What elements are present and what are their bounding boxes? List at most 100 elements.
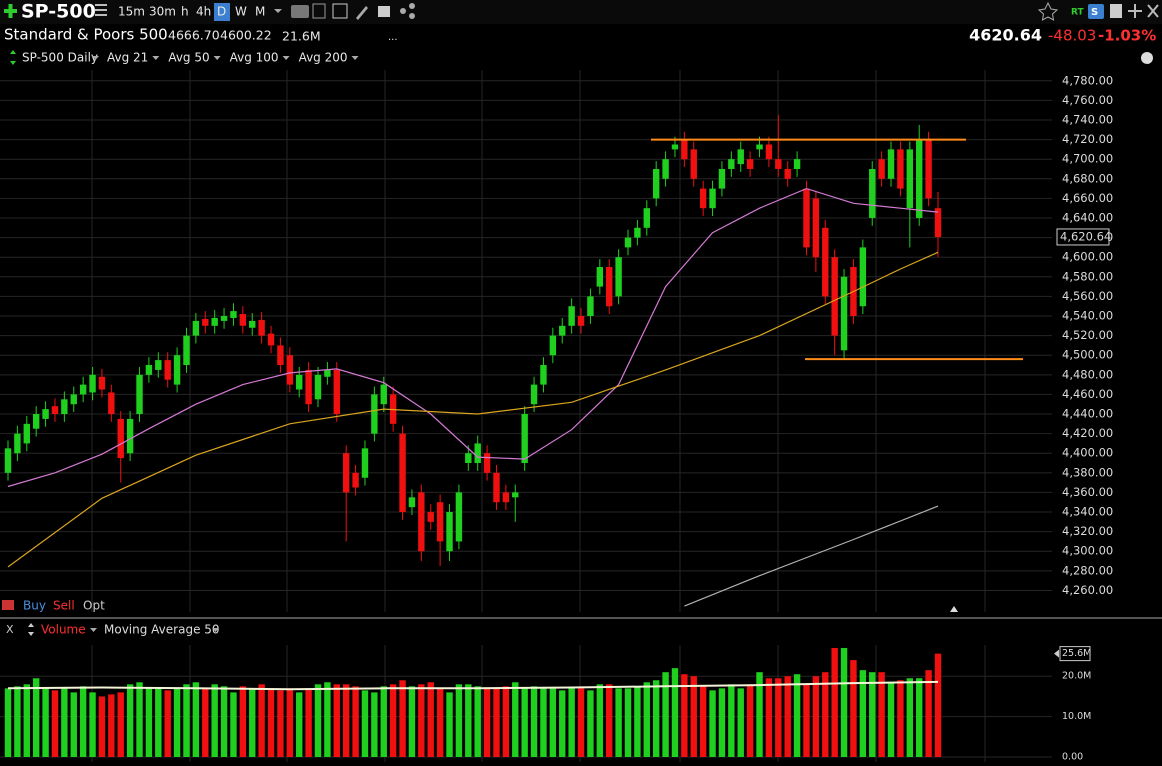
interval[interactable]: 4h: [196, 5, 211, 19]
candle-body: [784, 168, 791, 179]
current-volume-box: [1059, 646, 1091, 662]
y-tick-label: 4,440.00: [1062, 407, 1113, 421]
options-button[interactable]: Opt: [83, 599, 105, 613]
candle-body: [606, 267, 613, 307]
volume-bar: [793, 674, 801, 757]
volume-bar: [925, 670, 932, 757]
legend-entry[interactable]: Avg 100: [230, 51, 279, 65]
candle-body: [483, 453, 491, 473]
volume-bar: [906, 678, 914, 757]
sell-button[interactable]: Sell: [53, 599, 75, 613]
candle-body: [408, 497, 416, 508]
interval[interactable]: h: [181, 5, 189, 19]
interval[interactable]: M: [255, 5, 265, 19]
interval[interactable]: W: [235, 5, 247, 19]
candle-body: [352, 472, 359, 488]
candle-body: [643, 208, 650, 228]
volume-bar: [878, 672, 885, 757]
volume-bar: [737, 688, 744, 757]
candle-body: [108, 392, 115, 415]
volume-bar: [136, 682, 143, 757]
volume-bar: [690, 676, 697, 757]
candle-body: [258, 319, 265, 336]
y-tick-label: 4,460.00: [1062, 387, 1113, 401]
symbol[interactable]: SP-500: [21, 1, 96, 23]
legend-title[interactable]: SP-500 Daily: [22, 51, 98, 65]
volume-bar: [277, 690, 284, 757]
badge[interactable]: RT: [1071, 8, 1085, 18]
candle-body: [765, 144, 773, 160]
interval[interactable]: D: [217, 5, 226, 19]
badge[interactable]: S: [1091, 7, 1098, 18]
dropdown[interactable]: [90, 628, 97, 632]
close-icon[interactable]: [1147, 4, 1159, 18]
trade-icon[interactable]: [2, 600, 14, 610]
toolbar-icons[interactable]: [274, 3, 415, 20]
candle-body: [324, 369, 331, 377]
interval[interactable]: 30m: [149, 5, 176, 19]
close-panel[interactable]: X: [6, 623, 14, 636]
volume-bar: [775, 678, 782, 757]
candle-body: [916, 139, 923, 218]
y-tick-label: 4,640.00: [1062, 210, 1113, 224]
candle-body: [361, 448, 369, 478]
candle-body: [775, 159, 782, 169]
volume-bar: [202, 688, 209, 757]
candle-body: [840, 276, 848, 351]
volume-bar: [51, 690, 59, 757]
y-tick-label: 10.0M: [1062, 711, 1091, 722]
legend-entry[interactable]: Avg 200: [299, 51, 348, 65]
current-price-label: 4,620.64: [1060, 229, 1111, 243]
candle-body: [42, 409, 49, 419]
menu-icon[interactable]: [95, 4, 107, 16]
interval[interactable]: 15m: [118, 5, 145, 19]
quote-more[interactable]: ...: [388, 32, 398, 43]
move-icon[interactable]: [1128, 4, 1142, 18]
volume-bar: [314, 684, 322, 757]
dropdown[interactable]: [212, 628, 219, 632]
volume-bar: [98, 696, 106, 757]
add-icon[interactable]: [4, 4, 17, 18]
legend-entry[interactable]: Avg 21: [107, 51, 148, 65]
settings-icon[interactable]: [1141, 52, 1153, 64]
candle-body: [652, 168, 660, 199]
buy-button[interactable]: Buy: [23, 599, 46, 613]
panel-arrow[interactable]: [28, 623, 34, 636]
volume-legend[interactable]: Volume: [41, 623, 86, 637]
volume-bar: [934, 653, 942, 757]
save-icon[interactable]: [1110, 4, 1122, 18]
volume-bar: [173, 688, 181, 757]
candle-body: [446, 512, 453, 552]
y-tick-label: 4,300.00: [1062, 544, 1113, 558]
volume-bar: [427, 682, 434, 757]
star-icon[interactable]: [1037, 1, 1059, 21]
volume-bar: [662, 672, 669, 757]
candle-body: [681, 139, 688, 160]
volume-bar: [559, 690, 566, 757]
candle-body: [587, 296, 594, 317]
candle-body: [822, 227, 829, 297]
candle-body: [314, 374, 322, 400]
y-tick-label: 4,320.00: [1062, 524, 1113, 538]
volume-bar: [230, 692, 237, 757]
candle-body: [286, 355, 294, 385]
volume-bar: [42, 688, 49, 757]
volume-bar: [756, 672, 763, 757]
volume-bar: [183, 684, 190, 757]
volume-bar: [643, 682, 650, 757]
legend-arrow[interactable]: [10, 50, 16, 65]
candle-body: [540, 365, 547, 385]
scroll-marker[interactable]: [950, 606, 958, 612]
volume-bar: [540, 688, 547, 757]
y-tick-label: 4,780.00: [1062, 73, 1113, 87]
legend-entry[interactable]: Avg 50: [168, 51, 209, 65]
candle-body: [211, 317, 218, 326]
candle-body: [89, 374, 96, 393]
volume-ma-legend[interactable]: Moving Average 50: [104, 623, 220, 637]
candle-body: [155, 360, 162, 370]
candle-body: [577, 316, 585, 326]
candle-body: [897, 149, 904, 189]
volume-bar: [164, 690, 171, 757]
volume-bar: [746, 684, 754, 757]
y-tick-label: 4,280.00: [1062, 563, 1113, 577]
